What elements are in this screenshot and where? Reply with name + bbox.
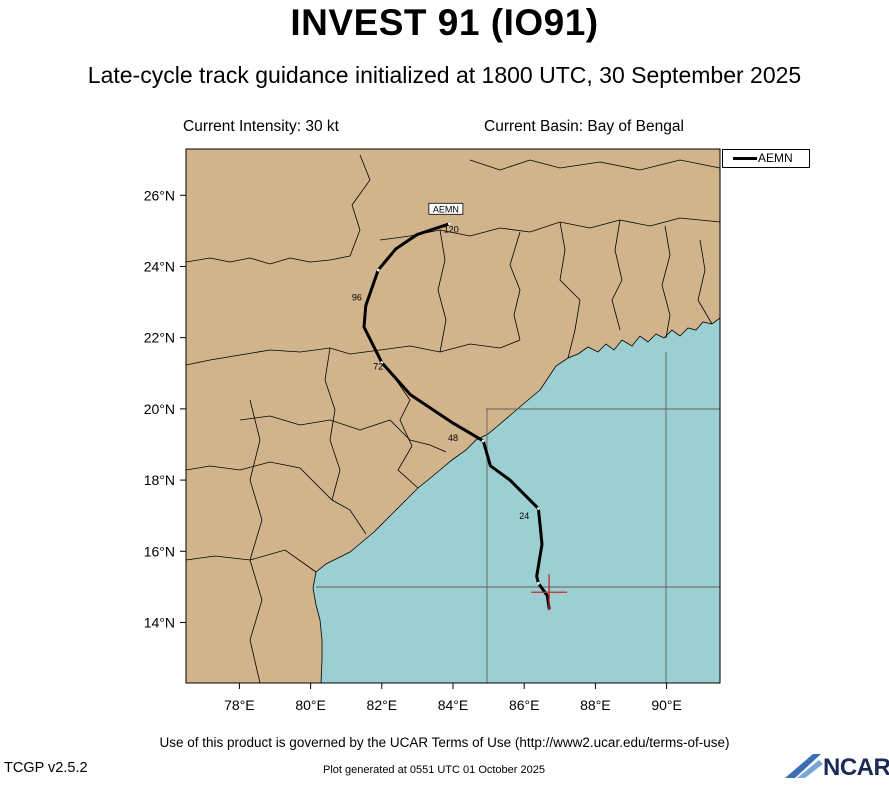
map-subtitle: Late-cycle track guidance initialized at…: [87, 62, 802, 88]
tau-label-24: 24: [519, 511, 529, 521]
tau-label-120: 120: [444, 225, 459, 235]
lon-tick-label: 82°E: [367, 697, 398, 713]
legend-label-aemn: AEMN: [758, 151, 793, 165]
lon-tick-label: 78°E: [224, 697, 255, 713]
longitude-axis: 78°E 80°E 82°E 84°E 86°E 88°E 90°E: [224, 683, 682, 713]
track-end-label-text: AEMN: [433, 204, 459, 214]
map-title: INVEST 91 (IO91): [290, 2, 599, 43]
tau-label-72: 72: [373, 362, 383, 372]
current-position-marker: [531, 574, 568, 611]
track-point-14: [376, 268, 380, 272]
version-label: TCGP v2.5.2: [4, 760, 88, 776]
terms-of-use: Use of this product is governed by the U…: [159, 735, 730, 750]
lat-tick-label: 16°N: [144, 543, 175, 559]
generated-timestamp: Plot generated at 0551 UTC 01 October 20…: [323, 764, 545, 776]
latitude-axis: 14°N 16°N 18°N 20°N 22°N 24°N 26°N: [144, 187, 186, 630]
lon-tick-label: 88°E: [580, 697, 611, 713]
lon-tick-label: 80°E: [295, 697, 326, 713]
track-point-17: [448, 222, 451, 226]
tau-labels: 24 48 72 96 120: [352, 225, 529, 522]
lat-tick-label: 24°N: [144, 258, 175, 274]
ncar-logo: NCAR: [783, 750, 889, 781]
legend: AEMN: [722, 149, 810, 168]
lon-tick-label: 86°E: [509, 697, 540, 713]
aemn-track-line: [362, 222, 551, 610]
ncar-logo-icon: [785, 754, 823, 778]
lat-tick-label: 18°N: [144, 472, 175, 488]
current-intensity: Current Intensity: 30 kt: [183, 118, 339, 135]
track-point-11: [380, 361, 384, 364]
lon-tick-label: 84°E: [438, 697, 469, 713]
legend-swatch-aemn: [733, 157, 757, 160]
lat-tick-label: 20°N: [144, 401, 175, 417]
track-end-label: AEMN: [428, 202, 464, 215]
track-marks: [376, 222, 540, 585]
lat-tick-label: 22°N: [144, 330, 175, 346]
grid-lines: [316, 352, 720, 683]
lon-tick-label: 90°E: [651, 697, 682, 713]
state-borders: [186, 154, 720, 683]
lat-tick-label: 14°N: [144, 614, 175, 630]
current-basin: Current Basin: Bay of Bengal: [484, 118, 684, 135]
lat-tick-label: 26°N: [144, 187, 175, 203]
tau-label-96: 96: [352, 292, 362, 302]
ncar-logo-text: NCAR: [823, 754, 889, 781]
track-point-8: [481, 439, 485, 443]
track-point-5: [537, 507, 540, 510]
track-point-2: [537, 581, 540, 585]
tau-label-48: 48: [448, 433, 458, 443]
land-area: [186, 149, 720, 683]
